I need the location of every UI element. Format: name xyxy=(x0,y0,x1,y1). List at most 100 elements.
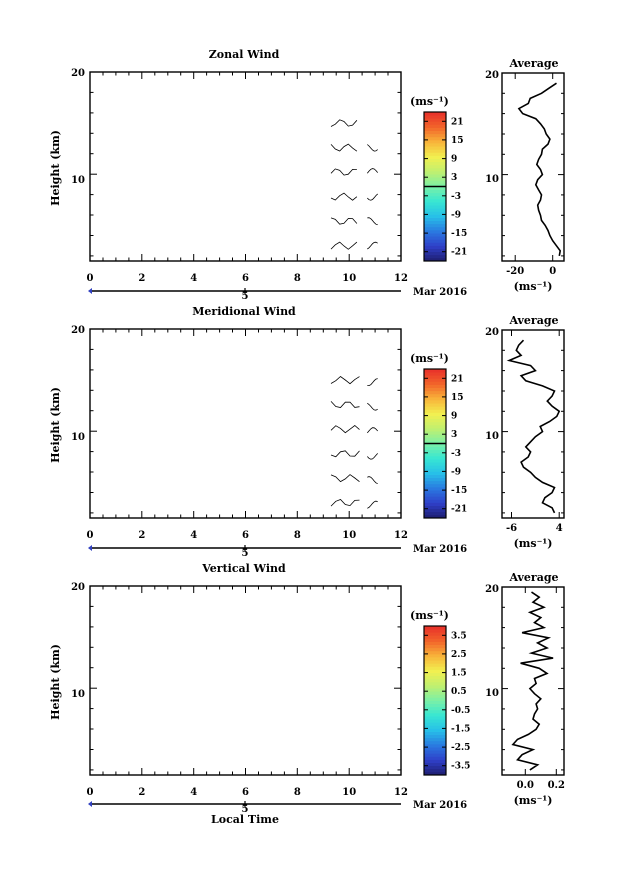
day-axis: 5 Mar 2016 xyxy=(88,544,467,559)
colorbar-segment xyxy=(424,657,446,661)
contour-line xyxy=(367,217,378,226)
colorbar-segment xyxy=(424,403,446,407)
colorbar-segment xyxy=(424,490,446,494)
colorbar-segment xyxy=(424,644,446,649)
colorbar-segment xyxy=(424,406,446,410)
contour-line xyxy=(330,375,360,385)
y-axis-label: Height (km) xyxy=(49,130,62,206)
x-axis-label: Local Time xyxy=(211,813,279,826)
contour-line xyxy=(330,168,357,176)
colorbar-segment xyxy=(424,143,446,147)
colorbar-segment xyxy=(424,152,446,156)
colorbar-segment xyxy=(424,192,446,197)
colorbar-segment xyxy=(424,762,446,767)
colorbar-segment xyxy=(424,136,446,141)
day-label: 5 xyxy=(242,548,249,559)
colorbar-unit: (ms⁻¹) xyxy=(410,609,449,622)
colorbar-tick-label: -2.5 xyxy=(451,743,470,753)
avg-x-tick-label: -20 xyxy=(506,266,524,277)
colorbar-segment xyxy=(424,684,446,689)
colorbar-segment xyxy=(424,133,446,138)
colorbar-segment xyxy=(424,412,446,416)
colorbar-segment xyxy=(424,629,446,633)
average-title: Average xyxy=(508,57,558,70)
colorbar-segment xyxy=(424,440,446,444)
contour-line xyxy=(367,144,378,152)
colorbar-segment xyxy=(424,483,446,488)
colorbar-segment xyxy=(424,161,446,166)
colorbar-segment xyxy=(424,511,446,516)
colorbar-segment xyxy=(424,164,446,169)
colorbar-segment xyxy=(424,496,446,500)
colorbar-segment xyxy=(424,508,446,513)
x-tick-label: 4 xyxy=(190,530,197,541)
colorbar-segment xyxy=(424,202,446,206)
y-tick-label: 20 xyxy=(71,68,85,79)
avg-x-tick-label: 0.0 xyxy=(517,780,534,791)
colorbar-frame xyxy=(423,625,447,776)
colorbar-segment xyxy=(424,716,446,720)
contour-line xyxy=(330,499,360,507)
colorbar-segment xyxy=(424,465,446,469)
average-profile-line xyxy=(506,339,561,514)
colorbar-tick-label: 9 xyxy=(451,155,457,165)
colorbar-tick-label: 15 xyxy=(451,393,464,403)
colorbar-segment xyxy=(424,167,446,172)
colorbar-segment xyxy=(424,384,446,389)
colorbar-segment xyxy=(424,632,446,636)
colorbar-segment xyxy=(424,694,446,698)
contour-lines xyxy=(330,119,379,250)
colorbar-unit: (ms⁻¹) xyxy=(410,352,449,365)
colorbar-segment xyxy=(424,672,446,677)
avg-y-tick-label: 20 xyxy=(485,584,499,595)
colorbar-segment xyxy=(424,468,446,472)
colorbar-tick-label: -21 xyxy=(451,248,467,258)
colorbar-segment xyxy=(424,669,446,673)
colorbar-segment xyxy=(424,174,446,178)
colorbar-segment xyxy=(424,505,446,510)
contour-line xyxy=(330,401,360,408)
colorbar-segment xyxy=(424,756,446,760)
colorbar-segment xyxy=(424,750,446,754)
avg-x-tick-label: -6 xyxy=(506,523,517,534)
colorbar-segment xyxy=(424,688,446,692)
x-tick-label: 2 xyxy=(138,787,145,798)
colorbar-segment xyxy=(424,681,446,686)
colorbar-segment xyxy=(424,217,446,222)
colorbar-tick-label: -15 xyxy=(451,486,467,496)
colorbar-segment xyxy=(424,641,446,646)
x-tick-label: 4 xyxy=(190,273,197,284)
colorbar-segment xyxy=(424,170,446,175)
x-tick-label: 12 xyxy=(394,273,408,284)
colorbar-segment xyxy=(424,239,446,243)
plot-frame xyxy=(89,328,402,519)
x-ticks xyxy=(89,329,402,518)
colorbar-segment xyxy=(424,728,446,732)
colorbar-segment xyxy=(424,236,446,240)
colorbar-segment xyxy=(424,635,446,639)
colorbar-segment xyxy=(424,158,446,163)
x-tick-label: 10 xyxy=(342,530,356,541)
colorbar-segment xyxy=(424,647,446,652)
colorbar-segment xyxy=(424,626,446,630)
colorbar-segment xyxy=(424,378,446,382)
colorbar-segment xyxy=(424,722,446,726)
colorbar-tick-label: -9 xyxy=(451,467,461,477)
colorbar-segment xyxy=(424,396,446,401)
avg-y-tick-label: 10 xyxy=(485,431,499,442)
colorbar-segment xyxy=(424,443,446,447)
average-plot: -20 0 xyxy=(501,72,565,277)
average-profile-line xyxy=(511,591,554,771)
x-ticks xyxy=(89,586,402,775)
colorbar-segment xyxy=(424,242,446,246)
x-ticks xyxy=(89,72,402,261)
colorbar-tick-label: -3 xyxy=(451,192,461,202)
x-tick-label: 0 xyxy=(87,273,94,284)
colorbar-tick-label: 1.5 xyxy=(451,669,467,679)
colorbar-segment xyxy=(424,427,446,432)
day-axis-marker xyxy=(88,801,92,807)
colorbar-segment xyxy=(424,390,446,395)
day-label: 5 xyxy=(242,291,249,302)
colorbar-segment xyxy=(424,229,446,234)
